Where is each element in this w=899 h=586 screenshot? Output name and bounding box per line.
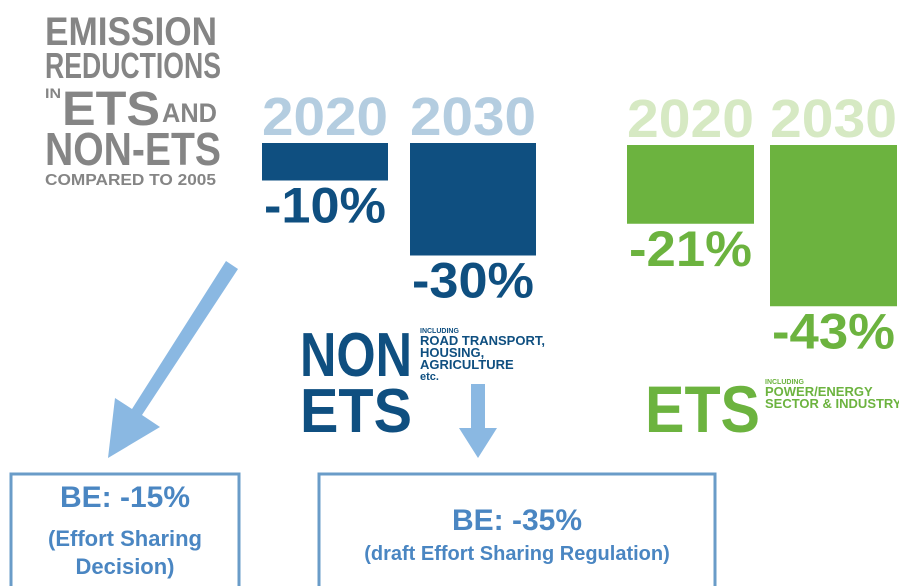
value-label: -21% xyxy=(629,221,752,277)
non-ets-label: NON xyxy=(300,321,412,390)
box-text: (Effort Sharing xyxy=(48,526,202,551)
year-label: 2030 xyxy=(410,87,536,147)
value-label: -30% xyxy=(412,253,534,309)
note-line: AGRICULTURE xyxy=(420,357,514,372)
arrow xyxy=(108,261,238,458)
box-heading: BE: -15% xyxy=(60,481,190,514)
note-line: SECTOR & INDUSTRY xyxy=(765,396,899,411)
title-and: AND xyxy=(162,98,217,128)
note-line: etc. xyxy=(420,371,439,383)
box-text: Decision) xyxy=(75,554,174,579)
year-label: 2020 xyxy=(627,89,754,149)
info-box xyxy=(317,472,717,586)
subtitle: COMPARED TO 2005 xyxy=(45,172,216,189)
arrow xyxy=(459,384,497,458)
title-line: EMISSION xyxy=(45,10,217,54)
value-label: -43% xyxy=(772,303,895,359)
arrow-shape xyxy=(459,384,497,458)
note-line: POWER/ENERGY xyxy=(765,384,873,399)
note-line: HOUSING, xyxy=(420,345,484,360)
bar xyxy=(627,145,754,224)
note-line: INCLUDING xyxy=(765,379,804,386)
note-line: ROAD TRANSPORT, xyxy=(420,333,545,348)
year-label: 2030 xyxy=(770,89,897,149)
year-label: 2020 xyxy=(262,87,388,147)
box-heading: BE: -35% xyxy=(452,504,582,537)
bar xyxy=(410,143,536,256)
info-box xyxy=(9,472,241,586)
note-line: INCLUDING xyxy=(420,328,459,335)
title-line: REDUCTIONS xyxy=(45,45,221,86)
bar xyxy=(770,145,897,307)
box-text: (draft Effort Sharing Regulation) xyxy=(364,543,670,565)
title-in: IN xyxy=(45,85,61,101)
non-ets-label: ETS xyxy=(300,377,412,446)
title-ets: ETS xyxy=(62,83,160,136)
arrow-shape xyxy=(108,261,238,458)
ets-label: ETS xyxy=(645,372,760,446)
value-label: -10% xyxy=(264,178,386,234)
bar xyxy=(262,143,388,181)
title-non-ets: NON-ETS xyxy=(45,123,221,175)
